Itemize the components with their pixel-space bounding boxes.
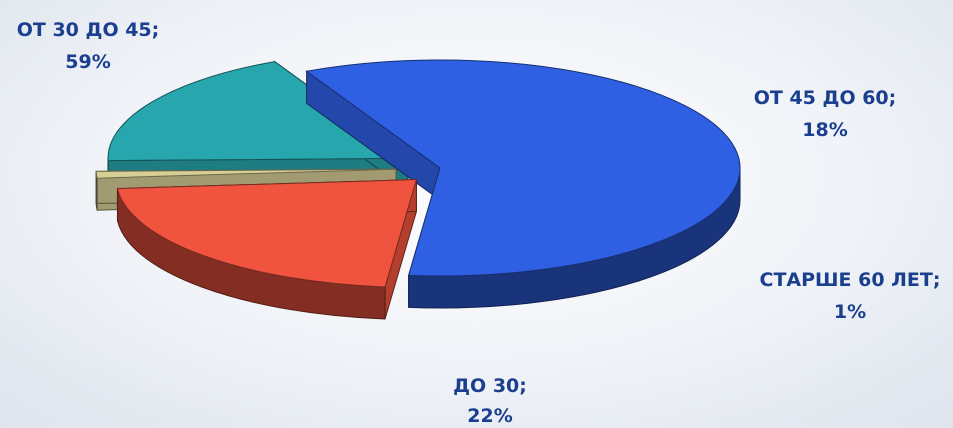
slice-under-30-top <box>116 179 418 288</box>
slice-label-30-45-value: 59% <box>65 51 110 73</box>
slice-30-45-top <box>305 59 741 277</box>
slice-label-45-60-name: ОТ 45 ДО 60; <box>754 87 897 109</box>
slice-label-under-30-value: 22% <box>467 405 512 427</box>
slice-label-over-60-name: СТАРШЕ 60 ЛЕТ; <box>760 269 941 291</box>
slice-45-60-top <box>107 61 410 162</box>
slice-label-30-45: ОТ 30 ДО 45; 59% <box>17 19 160 73</box>
pie-slices <box>95 59 741 320</box>
slice-under-30 <box>116 179 418 320</box>
slice-label-45-60: ОТ 45 ДО 60; 18% <box>754 87 897 141</box>
slice-label-30-45-name: ОТ 30 ДО 45; <box>17 19 160 41</box>
slice-label-under-30-name: ДО 30; <box>453 375 527 397</box>
slice-label-over-60: СТАРШЕ 60 ЛЕТ; 1% <box>760 269 941 323</box>
slice-over-60-top <box>95 168 397 179</box>
slice-30-45 <box>305 59 741 309</box>
slice-label-45-60-value: 18% <box>802 119 847 141</box>
slice-label-under-30: ДО 30; 22% <box>453 375 527 427</box>
slice-label-over-60-value: 1% <box>834 301 866 323</box>
